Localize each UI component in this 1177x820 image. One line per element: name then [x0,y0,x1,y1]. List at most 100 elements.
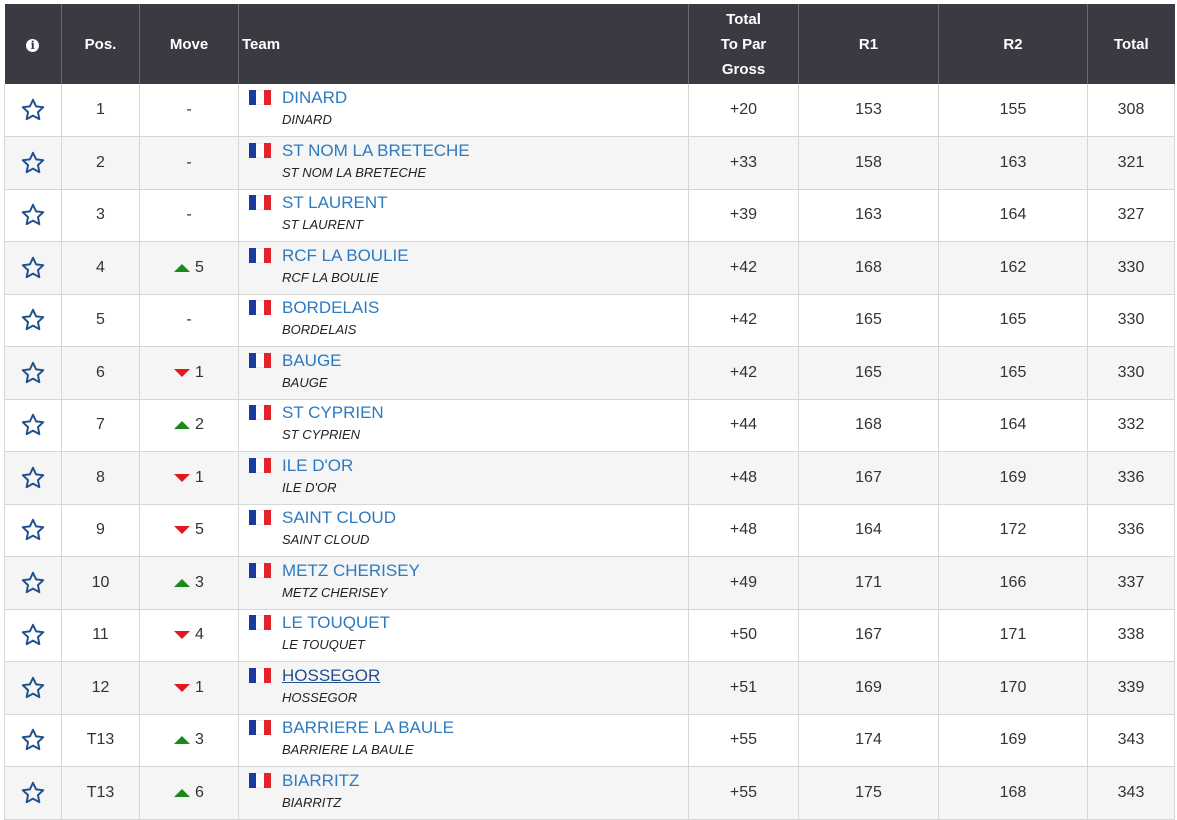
favorite-cell[interactable] [4,661,62,715]
favorite-cell[interactable] [4,504,62,557]
team-name-link[interactable]: ST NOM LA BRETECHE [282,140,470,160]
total-cell: 337 [1087,556,1175,610]
team-name-link[interactable]: METZ CHERISEY [282,560,420,580]
star-icon[interactable] [20,622,46,648]
star-icon[interactable] [20,150,46,176]
team-name-link[interactable]: SAINT CLOUD [282,508,396,528]
star-icon[interactable] [20,780,46,806]
team-name-link[interactable]: LE TOUQUET [282,613,391,633]
r2-header[interactable]: R2 [938,4,1088,84]
info-icon[interactable]: i [26,38,40,52]
r2-cell: 169 [938,714,1088,767]
pos-cell: 10 [61,556,140,610]
move-value: 3 [195,731,204,749]
team-name-link[interactable]: ST LAURENT [282,193,388,213]
favorite-cell[interactable] [4,346,62,400]
table-row[interactable]: 9 5 SAINT CLOUD SAINT CLOUD +48 164 172 … [4,504,1175,557]
star-icon[interactable] [20,97,46,123]
table-row[interactable]: 8 1 ILE D'OR ILE D'OR +48 167 169 336 [4,451,1175,505]
star-icon[interactable] [20,307,46,333]
move-indicator: 4 [174,626,204,644]
favorite-cell[interactable] [4,294,62,347]
france-flag-icon [249,247,271,263]
france-flag-icon [249,772,271,788]
star-icon[interactable] [20,255,46,281]
team-name-link[interactable]: ILE D'OR [282,455,354,475]
total-header[interactable]: Total [1087,4,1175,84]
team-header[interactable]: Team [238,4,689,84]
team-club-name: ST LAURENT [282,217,363,233]
star-icon[interactable] [20,465,46,491]
pos-cell: 11 [61,609,140,662]
star-icon[interactable] [20,517,46,543]
total-to-par-gross-header[interactable]: Total To Par Gross [688,4,799,84]
team-name-link[interactable]: BIARRITZ [282,770,360,790]
to-par-cell: +48 [688,451,799,505]
total-cell: 330 [1087,294,1175,347]
team-name-link[interactable]: DINARD [282,88,348,107]
team-cell: HOSSEGOR HOSSEGOR [238,661,689,715]
team-name-link[interactable]: ST CYPRIEN [282,403,384,423]
table-row[interactable]: 5 - BORDELAIS BORDELAIS +42 165 165 330 [4,294,1175,347]
star-icon[interactable] [20,675,46,701]
favorite-cell[interactable] [4,714,62,767]
star-icon[interactable] [20,202,46,228]
r1-header[interactable]: R1 [798,4,939,84]
move-indicator: 3 [174,731,204,749]
team-name-link[interactable]: RCF LA BOULIE [282,245,409,265]
favorite-cell[interactable] [4,766,62,820]
team-club-name: LE TOUQUET [282,637,365,653]
team-name-link[interactable]: HOSSEGOR [282,665,381,685]
r1-cell: 174 [798,714,939,767]
info-header[interactable]: i [4,4,62,84]
table-row[interactable]: T13 6 BIARRITZ BIARRITZ +55 175 168 343 [4,766,1175,820]
total-to-par-line3: Gross [721,60,766,78]
table-row[interactable]: 6 1 BAUGE BAUGE +42 165 165 330 [4,346,1175,400]
table-row[interactable]: 10 3 METZ CHERISEY METZ CHERISEY +49 171… [4,556,1175,610]
team-name-link[interactable]: BAUGE [282,350,342,370]
r2-cell: 162 [938,241,1088,295]
favorite-cell[interactable] [4,399,62,452]
move-cell: 3 [139,556,239,610]
table-row[interactable]: 1 - DINARD DINARD +20 153 155 308 [4,84,1175,137]
pos-header[interactable]: Pos. [61,4,140,84]
star-icon[interactable] [20,570,46,596]
r1-cell: 168 [798,241,939,295]
leaderboard-header: i Pos. Move Team Total To Par Gross R1 R… [4,4,1175,84]
favorite-cell[interactable] [4,556,62,610]
leaderboard-table: i Pos. Move Team Total To Par Gross R1 R… [4,4,1175,820]
pos-cell: T13 [61,714,140,767]
favorite-cell[interactable] [4,451,62,505]
team-name-link[interactable]: BARRIERE LA BAULE [282,718,454,738]
move-arrow-icon [174,578,191,587]
star-icon[interactable] [20,412,46,438]
team-cell: ILE D'OR ILE D'OR [238,451,689,505]
favorite-cell[interactable] [4,84,62,137]
move-indicator: 1 [174,364,204,382]
table-row[interactable]: 11 4 LE TOUQUET LE TOUQUET +50 167 171 3… [4,609,1175,662]
team-club-name: SAINT CLOUD [282,532,370,548]
table-row[interactable]: 4 5 RCF LA BOULIE RCF LA BOULIE +42 168 … [4,241,1175,295]
move-indicator: 5 [174,259,204,277]
to-par-cell: +20 [688,84,799,137]
move-value: 6 [195,783,204,801]
table-row[interactable]: T13 3 BARRIERE LA BAULE BARRIERE LA BAUL… [4,714,1175,767]
table-row[interactable]: 7 2 ST CYPRIEN ST CYPRIEN +44 168 164 33… [4,399,1175,452]
table-row[interactable]: 12 1 HOSSEGOR HOSSEGOR +51 169 170 339 [4,661,1175,715]
star-icon[interactable] [20,727,46,753]
table-row[interactable]: 3 - ST LAURENT ST LAURENT +39 163 164 32… [4,189,1175,242]
favorite-cell[interactable] [4,136,62,190]
favorite-cell[interactable] [4,241,62,295]
team-club-name: HOSSEGOR [282,689,358,705]
favorite-cell[interactable] [4,609,62,662]
move-value: - [186,311,192,329]
move-header[interactable]: Move [139,4,239,84]
star-icon[interactable] [20,360,46,386]
table-row[interactable]: 2 - ST NOM LA BRETECHE ST NOM LA BRETECH… [4,136,1175,190]
move-arrow-icon [174,736,191,745]
team-name-link[interactable]: BORDELAIS [282,298,380,318]
france-flag-icon [249,510,271,526]
france-flag-icon [249,352,271,368]
move-indicator: 3 [174,574,204,592]
favorite-cell[interactable] [4,189,62,242]
